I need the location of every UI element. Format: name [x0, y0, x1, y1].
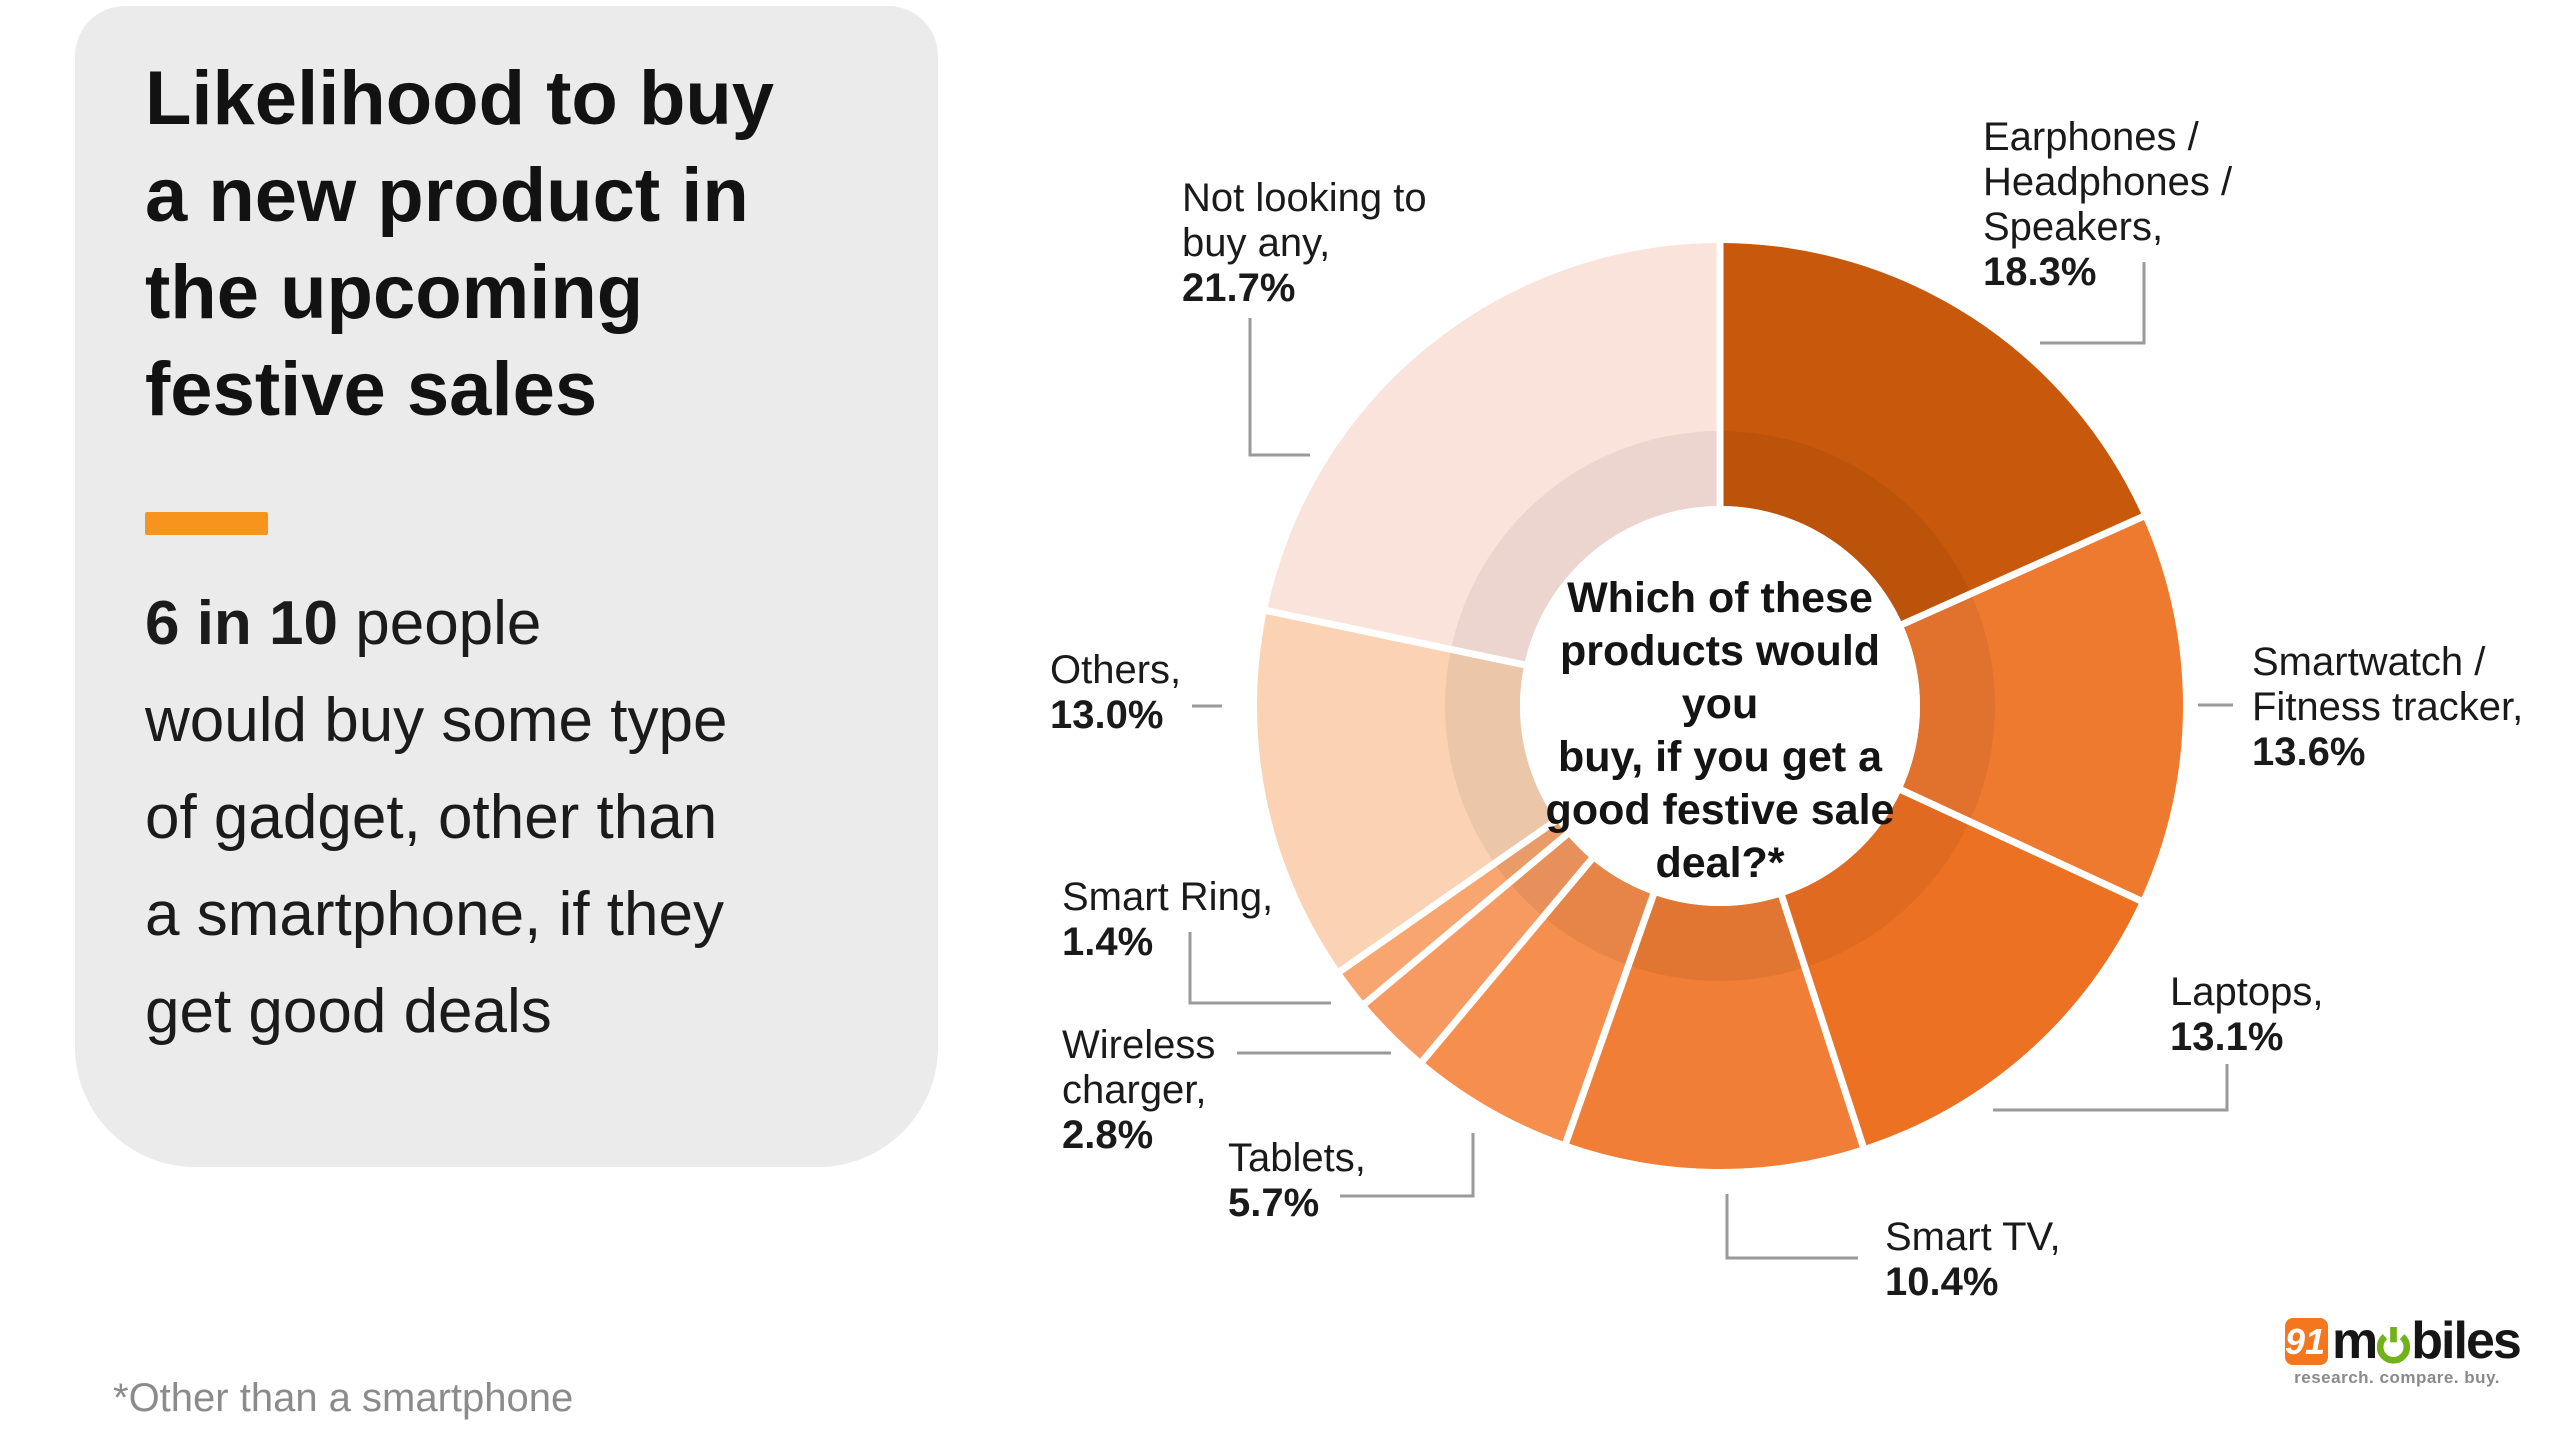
donut-slice-7 [1257, 610, 1557, 972]
slice-separator [1260, 606, 1529, 670]
donut-inner-shade-5 [1509, 834, 1592, 917]
title-line: the upcoming [145, 250, 644, 335]
summary-line: 6 in 10 people [145, 589, 542, 658]
donut-slice-3 [1565, 894, 1864, 1169]
donut-slice-5 [1365, 834, 1592, 1061]
summary-line: would buy some type [145, 686, 728, 755]
summary-line: a smartphone, if they [145, 880, 724, 949]
slice-label-not-looking: Not looking to buy any, 21.7% [1182, 176, 1427, 310]
donut-segments [1257, 237, 2184, 1169]
slice-label-smart-ring: Smart Ring, 1.4% [1062, 875, 1274, 964]
donut-inner-shade-8 [1450, 431, 1720, 665]
leader-line-earphones [2040, 262, 2146, 345]
leader-line-smart-ring [1188, 932, 1331, 1005]
slice-separator [1560, 889, 1659, 1150]
power-icon [2377, 1325, 2411, 1365]
donut-inner-shade-0 [1720, 431, 1971, 625]
donut-inner-shade-6 [1494, 820, 1567, 883]
donut-inner-shade-2 [1781, 790, 1970, 968]
summary-stat: 6 in 10 [145, 589, 338, 658]
leader-line-smart-tv [1725, 1194, 1858, 1260]
title-line: festive sales [145, 347, 598, 432]
slice-separator [1896, 785, 2148, 907]
logo-badge-91: 91 [2285, 1318, 2329, 1365]
footnote: *Other than a smartphone [113, 1376, 574, 1420]
summary-line: of gadget, other than [145, 783, 718, 852]
summary-line: get good deals [145, 977, 552, 1046]
logo-wordmark: m biles [2332, 1312, 2522, 1370]
donut-slice-4 [1422, 859, 1654, 1143]
accent-underline [145, 512, 268, 535]
leader-line-laptops [1993, 1064, 2229, 1112]
title-line: Likelihood to buy [145, 56, 775, 141]
logo-row: 91 m biles [2285, 1315, 2522, 1367]
slice-separator [1777, 891, 1869, 1154]
donut-slice-6 [1340, 820, 1567, 1004]
logo-tagline: research. compare. buy. [2294, 1368, 2500, 1387]
donut-inner-shade-7 [1444, 649, 1557, 864]
leader-lines [1188, 262, 2233, 1260]
slice-label-tablets: Tablets, 5.7% [1228, 1136, 1366, 1225]
donut-center-question: Which of these products would you buy, i… [1545, 574, 1895, 887]
slice-label-earphones: Earphones / Headphones / Speakers, 18.3% [1983, 115, 2233, 294]
slice-label-others: Others, 13.0% [1050, 648, 1182, 737]
donut-hole [1520, 506, 1920, 906]
brand-logo: 91 m biles research. compare. buy. [2285, 1315, 2522, 1388]
slice-separator [1333, 815, 1562, 978]
donut-inner-shade-3 [1628, 894, 1805, 981]
summary-text: 6 in 10 people would buy some type of ga… [145, 575, 865, 1060]
slice-separator [1416, 853, 1597, 1068]
slice-separator [1897, 511, 2150, 630]
donut-slice-2 [1781, 790, 2141, 1147]
page-title: Likelihood to buy a new product in the u… [145, 50, 865, 438]
slice-separator [1358, 829, 1573, 1010]
leader-line-not-looking [1248, 318, 1310, 457]
leader-line-tablets [1340, 1133, 1475, 1198]
donut-slice-1 [1901, 516, 2184, 901]
slice-label-wireless-charger: Wireless charger, 2.8% [1062, 1023, 1216, 1157]
donut-slice-0 [1720, 243, 2143, 625]
donut-slice-8 [1266, 243, 1720, 665]
slice-label-smart-tv: Smart TV, 10.4% [1885, 1215, 2061, 1304]
donut-inner-shade-1 [1901, 593, 1996, 822]
headline-panel: Likelihood to buy a new product in the u… [75, 6, 938, 1167]
title-line: a new product in [145, 153, 749, 238]
slice-label-laptops: Laptops, 13.1% [2170, 970, 2324, 1059]
slice-label-smartwatch: Smartwatch / Fitness tracker, 13.6% [2252, 640, 2524, 774]
